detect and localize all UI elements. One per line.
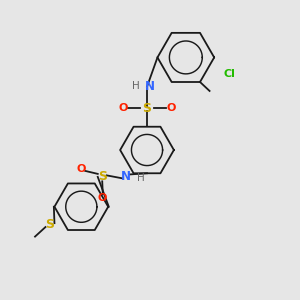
Text: S: S <box>46 218 55 231</box>
Text: N: N <box>121 170 131 183</box>
Text: O: O <box>118 103 128 113</box>
Text: H: H <box>137 173 145 183</box>
Text: O: O <box>166 103 176 113</box>
Text: O: O <box>98 193 107 203</box>
Text: H: H <box>132 81 140 91</box>
Text: S: S <box>98 170 107 183</box>
Text: O: O <box>76 164 86 173</box>
Text: Cl: Cl <box>223 69 235 79</box>
Text: S: S <box>142 102 152 115</box>
Text: N: N <box>144 80 154 93</box>
